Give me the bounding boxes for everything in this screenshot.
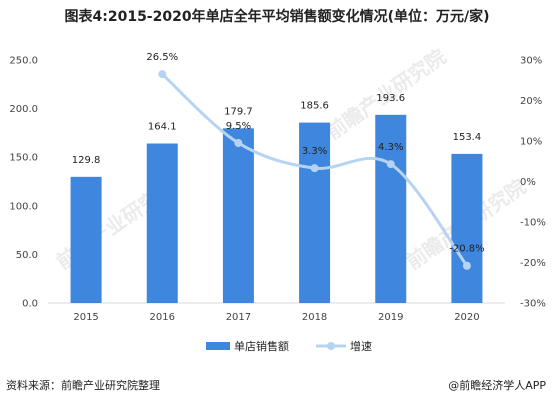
credit-note: @前瞻经济学人APP [448,379,546,392]
y-left-tick-label: 100.0 [9,201,38,212]
y-left-tick-label: 0.0 [22,299,38,310]
y-right-tick-label: 10% [520,137,542,148]
bar [375,114,407,303]
line-value-label: 9.5% [226,121,251,132]
line-point [386,160,395,169]
bar [222,128,254,303]
bar [70,176,102,303]
x-tick-label: 2020 [454,312,479,323]
y-left-tick-label: 150.0 [9,153,38,164]
legend-bar-label: 单店销售额 [234,339,289,353]
line-point [158,70,167,79]
chart-title: 图表4:2015-2020年单店全年平均销售额变化情况(单位：万元/家) [64,9,490,25]
bar-value-label: 179.7 [224,106,253,117]
bar-value-label: 185.6 [300,101,329,112]
y-right-tick-label: 0% [520,177,536,188]
y-left-tick-label: 200.0 [9,104,38,115]
bar [299,122,331,303]
line-value-label: 3.3% [302,146,327,157]
axes: 0.0 50.0 100.0 150.0 200.0 250.0 -30% -20% -10% 0… [9,56,545,324]
legend-bar-swatch [206,342,230,350]
bar-value-label: 129.8 [72,155,101,166]
line-point [310,164,319,173]
x-tick-label: 2019 [378,312,403,323]
line-value-label: 4.3% [378,142,403,153]
y-right-tick-label: -20% [520,258,546,269]
bar [451,153,483,303]
source-note: 资料来源：前瞻产业研究院整理 [6,379,160,392]
bar-value-label: 193.6 [376,93,405,104]
y-left-tick-label: 250.0 [9,56,38,67]
y-left-tick-label: 50.0 [16,250,38,261]
bar [146,143,178,303]
bar-series [70,114,483,303]
data-labels: 129.8 164.1 179.7 185.6 193.6 153.4 26.5% 9.5% 3… [72,52,485,255]
bar-value-label: 153.4 [453,132,482,143]
legend-line-marker [327,342,335,350]
bar-value-label: 164.1 [148,121,177,132]
line-point [462,261,471,270]
legend: 单店销售额 增速 [206,339,372,353]
legend-line-label: 增速 [350,339,372,353]
x-tick-label: 2018 [302,312,327,323]
x-tick-label: 2015 [73,312,98,323]
line-value-label: 26.5% [146,52,178,63]
line-series [158,70,471,270]
y-right-tick-label: -30% [520,299,546,310]
line-value-label: -20.8% [449,244,484,255]
line-point [234,139,243,148]
y-right-tick-label: 20% [520,96,542,107]
y-right-tick-label: 30% [520,56,542,67]
x-tick-label: 2016 [150,312,175,323]
x-tick-label: 2017 [226,312,251,323]
y-right-tick-label: -10% [520,218,546,229]
